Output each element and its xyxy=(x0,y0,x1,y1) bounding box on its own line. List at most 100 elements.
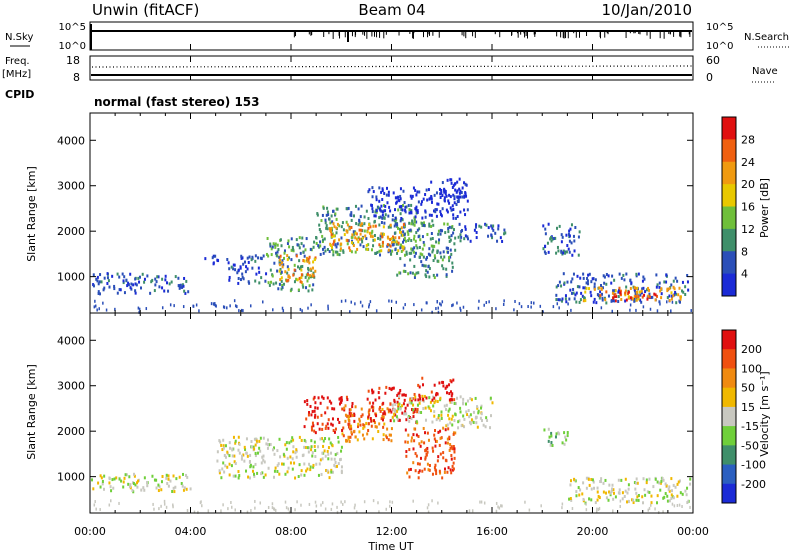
data-cell xyxy=(327,426,330,430)
data-cell xyxy=(254,254,257,258)
data-cell xyxy=(97,290,100,294)
data-cell xyxy=(348,411,351,415)
data-cell xyxy=(279,254,282,258)
data-cell xyxy=(113,477,116,481)
data-cell xyxy=(99,485,102,489)
data-cell xyxy=(161,474,164,478)
data-cell xyxy=(154,283,157,287)
data-cell xyxy=(448,383,451,387)
data-cell xyxy=(186,475,189,479)
data-cell xyxy=(228,267,231,271)
data-cell xyxy=(321,457,324,461)
data-cell xyxy=(441,207,444,211)
data-cell xyxy=(565,233,568,237)
data-cell xyxy=(298,259,301,263)
data-cell xyxy=(350,300,353,304)
data-cell xyxy=(330,233,333,237)
data-cell xyxy=(274,245,277,249)
data-cell xyxy=(486,418,489,422)
data-cell xyxy=(185,487,188,491)
data-cell xyxy=(435,208,438,212)
data-cell xyxy=(421,247,424,251)
data-cell xyxy=(424,449,427,453)
data-cell xyxy=(409,398,412,402)
data-cell xyxy=(608,490,611,494)
data-cell xyxy=(161,306,164,310)
data-cell xyxy=(397,241,400,245)
data-cell xyxy=(222,503,224,507)
data-cell xyxy=(645,478,648,482)
data-cell xyxy=(335,245,338,249)
data-cell xyxy=(576,274,579,278)
data-cell xyxy=(358,430,361,434)
data-cell xyxy=(416,403,419,407)
data-cell xyxy=(417,434,420,438)
data-cell xyxy=(270,253,273,257)
data-cell xyxy=(311,410,314,414)
data-cell xyxy=(293,461,296,465)
data-cell xyxy=(407,238,410,242)
data-cell xyxy=(387,410,390,414)
data-cell xyxy=(351,402,354,406)
data-cell xyxy=(338,253,341,257)
data-cell xyxy=(472,410,475,414)
data-cell xyxy=(291,467,294,471)
data-cell xyxy=(296,500,298,504)
data-cell xyxy=(293,268,296,272)
data-cell xyxy=(413,237,416,241)
data-cell xyxy=(321,437,324,441)
data-cell xyxy=(321,395,324,399)
data-cell xyxy=(343,233,346,237)
data-cell xyxy=(597,294,600,298)
data-cell xyxy=(166,482,169,486)
data-cell xyxy=(432,248,435,252)
data-cell xyxy=(430,194,433,198)
data-cell xyxy=(279,238,282,242)
data-cell xyxy=(670,493,673,497)
data-cell xyxy=(409,467,412,471)
data-cell xyxy=(332,240,335,244)
data-cell xyxy=(157,275,160,279)
data-cell xyxy=(575,300,578,304)
data-cell xyxy=(652,485,655,489)
data-cell xyxy=(592,300,595,304)
data-cell xyxy=(339,396,342,400)
data-cell xyxy=(637,498,640,502)
data-cell xyxy=(400,233,403,237)
data-cell xyxy=(428,222,431,226)
data-cell xyxy=(151,474,154,478)
data-cell xyxy=(424,209,427,213)
data-cell xyxy=(340,445,343,449)
data-cell xyxy=(433,244,436,248)
data-cell xyxy=(437,416,440,420)
data-cell xyxy=(185,473,188,477)
data-cell xyxy=(445,246,448,250)
data-cell xyxy=(408,208,411,212)
data-cell xyxy=(389,225,392,229)
data-cell xyxy=(555,285,558,289)
data-cell xyxy=(368,413,371,417)
data-cell xyxy=(615,295,618,299)
data-cell xyxy=(417,471,420,475)
y-tick-label: 2000 xyxy=(57,225,85,238)
data-cell xyxy=(298,246,301,250)
data-cell xyxy=(258,270,261,274)
data-cell xyxy=(605,301,608,305)
data-cell xyxy=(451,185,454,189)
data-cell xyxy=(393,408,396,412)
data-cell xyxy=(291,436,294,440)
data-cell xyxy=(116,272,119,276)
data-cell xyxy=(295,448,298,452)
data-cell xyxy=(195,303,198,307)
data-cell xyxy=(269,242,272,246)
data-cell xyxy=(451,447,454,451)
data-cell xyxy=(443,187,446,191)
data-cell xyxy=(464,227,467,231)
data-cell xyxy=(464,234,467,238)
data-cell xyxy=(252,465,255,469)
data-cell xyxy=(358,228,361,232)
colorbar-segment xyxy=(722,273,736,297)
data-cell xyxy=(226,450,229,454)
data-cell xyxy=(601,296,604,300)
